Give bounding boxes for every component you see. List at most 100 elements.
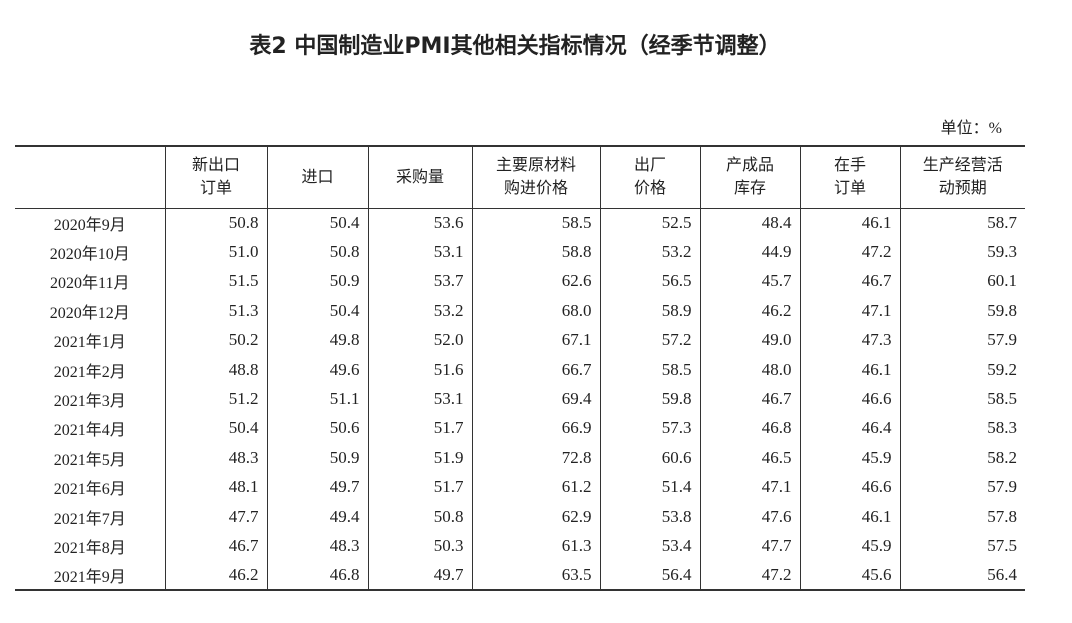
- row-label: 2021年6月: [53, 481, 126, 499]
- value-cell: 62.9: [471, 501, 600, 532]
- value-cell: 50.2: [164, 325, 267, 355]
- value-cell: 58.5: [471, 208, 600, 238]
- value-cell: 44.9: [699, 237, 800, 267]
- row-label: 2020年10月: [49, 246, 130, 264]
- row-label: 2021年5月: [53, 451, 126, 469]
- value-cell: 58.8: [471, 237, 600, 267]
- value-cell: 57.9: [899, 325, 1025, 355]
- row-label: 2021年8月: [53, 539, 126, 557]
- table-row: 2021年4月 50.4 50.6 51.7 66.9 57.3 46.8 46.4 58.3: [15, 413, 1025, 444]
- value-cell: 53.6: [367, 208, 472, 238]
- value-cell: 53.1: [367, 237, 472, 267]
- value-cell: 51.2: [164, 384, 267, 414]
- value-cell: 50.3: [367, 531, 472, 561]
- value-cell: 50.9: [266, 266, 368, 297]
- header-row: 新出口 订单 进口 采购量 主要原材料 购进价格 出厂 价格 产成品 库存 在手 订单 生产经营活 动预期: [15, 146, 1025, 208]
- value-cell: 53.2: [599, 237, 700, 267]
- value-cell: 48.8: [164, 354, 267, 385]
- value-cell: 59.8: [599, 384, 700, 414]
- value-cell: 47.1: [699, 472, 800, 502]
- value-cell: 60.6: [599, 443, 700, 473]
- value-cell: 47.7: [164, 501, 267, 532]
- value-cell: 53.2: [367, 296, 472, 326]
- header-text: 产成品: [725, 157, 774, 175]
- value-cell: 46.2: [699, 296, 800, 326]
- header-text: 出厂: [633, 157, 666, 175]
- value-cell: 58.9: [599, 296, 700, 326]
- header-cell: 产成品 库存: [699, 146, 800, 208]
- value-cell: 49.0: [699, 325, 800, 355]
- value-cell: 45.6: [799, 560, 900, 591]
- value-cell: 49.4: [266, 501, 368, 532]
- header-cell: 进口: [266, 146, 368, 208]
- value-cell: 67.1: [471, 325, 600, 355]
- row-label: 2021年2月: [53, 363, 126, 381]
- value-cell: 49.7: [367, 560, 472, 591]
- value-cell: 72.8: [471, 443, 600, 473]
- value-cell: 58.5: [899, 384, 1025, 414]
- value-cell: 46.7: [164, 531, 267, 561]
- value-cell: 47.6: [699, 501, 800, 532]
- value-cell: 48.4: [699, 208, 800, 238]
- value-cell: 59.2: [899, 354, 1025, 385]
- value-cell: 47.1: [799, 296, 900, 326]
- value-cell: 57.3: [599, 413, 700, 444]
- title: 表2 中国制造业PMI其他相关指标情况（经季节调整）: [249, 34, 781, 59]
- table-row: 2021年3月 51.2 51.1 53.1 69.4 59.8 46.7 46.6 58.5: [15, 384, 1025, 414]
- row-label: 2021年1月: [53, 334, 126, 352]
- value-cell: 66.9: [471, 413, 600, 444]
- value-cell: 50.8: [266, 237, 368, 267]
- header-text: 进口: [301, 168, 334, 186]
- value-cell: 51.6: [367, 354, 472, 385]
- row-label: 2021年3月: [53, 393, 126, 411]
- value-cell: 51.1: [266, 384, 368, 414]
- value-cell: 46.1: [799, 354, 900, 385]
- table-row: 2021年6月 48.1 49.7 51.7 61.2 51.4 47.1 46.6 57.9: [15, 472, 1025, 502]
- header-cell: 新出口 订单: [164, 146, 267, 208]
- table-row: 2021年5月 48.3 50.9 51.9 72.8 60.6 46.5 45.9 58.2: [15, 443, 1025, 473]
- value-cell: 46.1: [799, 208, 900, 238]
- value-cell: 58.3: [899, 413, 1025, 444]
- value-cell: 58.7: [899, 208, 1025, 238]
- table: 新出口 订单 进口 采购量 主要原材料 购进价格 出厂 价格 产成品 库存 在手 订单 生产经营活 动预期…: [15, 145, 1025, 591]
- header-text: 价格: [633, 180, 666, 198]
- value-cell: 57.2: [599, 325, 700, 355]
- header-cell: 出厂 价格: [599, 146, 700, 208]
- table-row: 2020年11月 51.5 50.9 53.7 62.6 56.5 45.7 46.7 60.1: [15, 266, 1025, 297]
- table-body: 2020年9月 50.8 50.4 53.6 58.5 52.5 48.4 46.1 58.7 2…: [15, 208, 1025, 591]
- header-text: 订单: [833, 180, 866, 198]
- header-cell: 在手 订单: [799, 146, 900, 208]
- value-cell: 51.4: [599, 472, 700, 502]
- value-cell: 63.5: [471, 560, 600, 591]
- table-row: 2021年7月 47.7 49.4 50.8 62.9 53.8 47.6 46.1 57.8: [15, 501, 1025, 532]
- value-cell: 50.6: [266, 413, 368, 444]
- value-cell: 56.5: [599, 266, 700, 297]
- table-header: 新出口 订单 进口 采购量 主要原材料 购进价格 出厂 价格 产成品 库存 在手 订单 生产经营活 动预期: [15, 146, 1025, 208]
- header-cell: 生产经营活 动预期: [899, 146, 1025, 208]
- value-cell: 51.3: [164, 296, 267, 326]
- value-cell: 49.6: [266, 354, 368, 385]
- value-cell: 58.2: [899, 443, 1025, 473]
- value-cell: 47.2: [699, 560, 800, 591]
- value-cell: 57.5: [899, 531, 1025, 561]
- row-label: 2020年12月: [49, 304, 130, 322]
- value-cell: 69.4: [471, 384, 600, 414]
- value-cell: 52.5: [599, 208, 700, 238]
- table-row: 2020年9月 50.8 50.4 53.6 58.5 52.5 48.4 46.1 58.7: [15, 208, 1025, 238]
- table-row: 2021年2月 48.8 49.6 51.6 66.7 58.5 48.0 46.1 59.2: [15, 354, 1025, 385]
- value-cell: 48.3: [266, 531, 368, 561]
- row-label: 2020年9月: [53, 216, 126, 234]
- value-cell: 56.4: [899, 560, 1025, 591]
- value-cell: 46.6: [799, 472, 900, 502]
- value-cell: 46.2: [164, 560, 267, 591]
- value-cell: 61.3: [471, 531, 600, 561]
- value-cell: 48.0: [699, 354, 800, 385]
- header-text: 新出口: [191, 157, 240, 175]
- value-cell: 51.7: [367, 413, 472, 444]
- value-cell: 49.7: [266, 472, 368, 502]
- value-cell: 46.8: [266, 560, 368, 591]
- table-row: 2021年9月 46.2 46.8 49.7 63.5 56.4 47.2 45.6 56.4: [15, 560, 1025, 591]
- value-cell: 57.9: [899, 472, 1025, 502]
- header-text: 生产经营活: [922, 157, 1003, 175]
